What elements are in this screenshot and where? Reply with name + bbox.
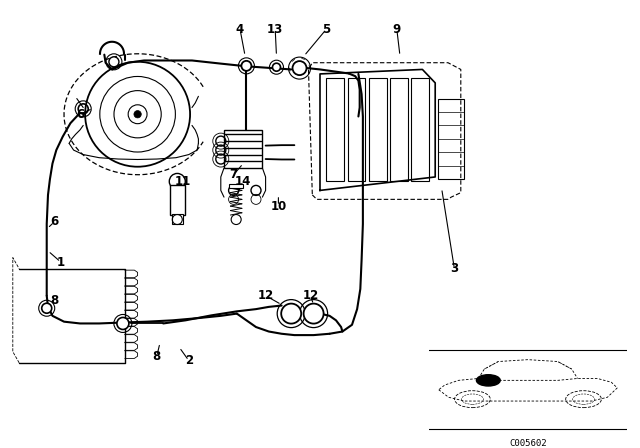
Text: 11: 11: [174, 175, 191, 188]
Circle shape: [117, 318, 129, 329]
Text: 10: 10: [270, 199, 287, 213]
Bar: [170, 185, 185, 215]
Circle shape: [273, 63, 280, 71]
Text: 12: 12: [257, 289, 274, 302]
Text: 5: 5: [323, 22, 330, 36]
Bar: [438, 99, 464, 179]
Text: 2: 2: [185, 354, 193, 367]
Text: 13: 13: [267, 22, 284, 36]
Circle shape: [170, 173, 186, 190]
Circle shape: [303, 304, 324, 323]
Text: C005602: C005602: [509, 439, 547, 448]
Bar: [390, 78, 408, 181]
Text: 14: 14: [235, 175, 252, 188]
Circle shape: [231, 215, 241, 224]
Text: 7: 7: [230, 168, 237, 181]
Bar: [411, 78, 429, 181]
Bar: [224, 130, 262, 168]
Circle shape: [292, 61, 307, 75]
Circle shape: [42, 303, 52, 313]
Circle shape: [281, 304, 301, 323]
Text: 1: 1: [57, 255, 65, 269]
Text: 12: 12: [302, 289, 319, 302]
Circle shape: [109, 57, 119, 67]
Bar: [172, 214, 183, 224]
Text: 8: 8: [153, 349, 161, 363]
Bar: [348, 78, 365, 181]
Text: 9: 9: [393, 22, 401, 36]
Circle shape: [134, 111, 141, 118]
Text: 8: 8: [51, 293, 58, 307]
Circle shape: [241, 61, 252, 71]
Bar: [326, 78, 344, 181]
Text: 3: 3: [451, 262, 458, 276]
Circle shape: [476, 375, 500, 386]
Bar: [369, 78, 387, 181]
Text: 6: 6: [76, 108, 84, 121]
Text: 6: 6: [51, 215, 58, 228]
Text: 4: 4: [236, 22, 244, 36]
Bar: [229, 184, 243, 188]
